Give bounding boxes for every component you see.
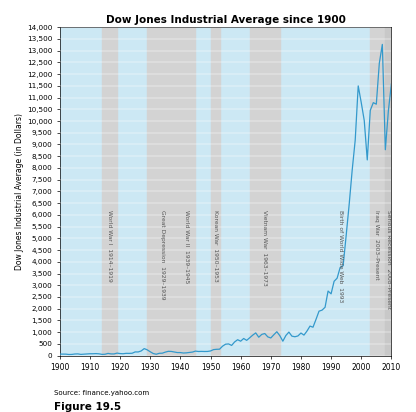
Text: World War I  1914–1919: World War I 1914–1919 bbox=[107, 210, 112, 282]
Bar bbox=[370, 27, 391, 356]
Bar bbox=[210, 27, 220, 356]
Y-axis label: Dow Jones Industrial Average (in Dollars): Dow Jones Industrial Average (in Dollars… bbox=[15, 113, 24, 270]
Bar bbox=[177, 27, 196, 356]
Bar bbox=[385, 27, 391, 356]
Text: Iraq War  2003–Present: Iraq War 2003–Present bbox=[374, 210, 379, 280]
Text: World War II  1939–1945: World War II 1939–1945 bbox=[184, 210, 189, 283]
Text: Serious Recession  2008–Present: Serious Recession 2008–Present bbox=[386, 210, 391, 309]
Bar bbox=[147, 27, 177, 356]
Text: Figure 19.5: Figure 19.5 bbox=[54, 402, 121, 412]
Text: Birth of World Wide Web  1993: Birth of World Wide Web 1993 bbox=[338, 210, 343, 302]
Bar bbox=[250, 27, 280, 356]
Bar bbox=[102, 27, 117, 356]
Text: Great Depression  1929–1939: Great Depression 1929–1939 bbox=[160, 210, 165, 300]
Text: Source: finance.yahoo.com: Source: finance.yahoo.com bbox=[54, 390, 149, 396]
Text: Vietnam War  1963–1973: Vietnam War 1963–1973 bbox=[262, 210, 267, 286]
Text: Korean War  1950–1953: Korean War 1950–1953 bbox=[213, 210, 218, 282]
Title: Dow Jones Industrial Average since 1900: Dow Jones Industrial Average since 1900 bbox=[106, 15, 346, 25]
